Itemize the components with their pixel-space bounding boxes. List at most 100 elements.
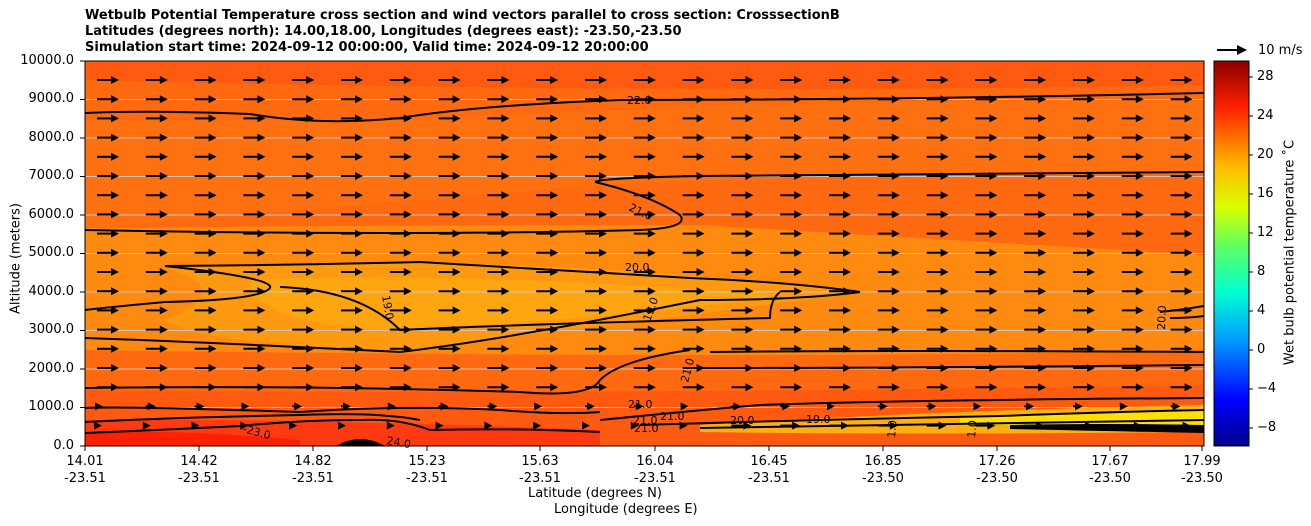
- wind-vector-arrow: [243, 191, 266, 200]
- wind-vector-arrow: [877, 76, 900, 84]
- wind-vector-arrow: [731, 344, 754, 353]
- wind-vector-arrow: [975, 114, 998, 123]
- wind-vector-arrow: [926, 229, 949, 238]
- wind-vector-arrow: [877, 210, 900, 219]
- wind-vector-arrow: [682, 229, 705, 238]
- wind-vector-arrow: [243, 248, 266, 257]
- wind-vector-arrow: [682, 76, 705, 84]
- wind-vector-arrow: [926, 268, 949, 276]
- wind-vector-arrow: [1170, 364, 1193, 372]
- wind-vector-arrow: [536, 191, 559, 200]
- colorbar-tick-label: 24: [1257, 108, 1274, 123]
- wind-vector-arrow: [243, 325, 266, 334]
- wind-vector-arrow: [194, 306, 217, 315]
- wind-vector-arrow: [438, 114, 461, 123]
- wind-vector-arrow: [243, 172, 266, 180]
- wind-vector-arrow: [682, 344, 705, 353]
- wind-vector-arrow: [877, 344, 900, 353]
- wind-vector-arrow: [780, 152, 803, 161]
- wind-vector-arrow: [1121, 172, 1144, 180]
- wind-vector-arrow: [780, 383, 803, 392]
- wind-vector-arrow: [536, 114, 559, 123]
- wind-vector-arrow: [633, 383, 656, 392]
- wind-vector-arrow: [1170, 76, 1193, 84]
- contour-label: 20.0: [730, 414, 755, 427]
- wind-vector-arrow: [682, 172, 705, 180]
- colorbar-tick-label: 16: [1257, 186, 1274, 201]
- wind-vector-arrow: [682, 95, 705, 104]
- wind-vector-arrow: [97, 133, 119, 142]
- wind-vector-arrow: [240, 421, 249, 430]
- wind-vector-arrow: [877, 172, 900, 180]
- contour-label: 24.0: [385, 434, 411, 451]
- wind-vector-arrow: [487, 268, 510, 276]
- wind-vector-arrow: [682, 306, 705, 315]
- wind-vector-arrow: [97, 152, 119, 161]
- x-tick-label: 16.85 -23.50: [862, 454, 904, 486]
- wind-vector-arrow: [438, 287, 461, 296]
- wind-vector-arrow: [389, 133, 412, 142]
- y-tick-label: 3000.0: [28, 322, 75, 337]
- wind-vector-arrow: [829, 191, 851, 200]
- wind-vector-arrow: [97, 172, 119, 180]
- wind-vector-arrow: [487, 248, 510, 257]
- wind-vector-arrow: [926, 306, 949, 315]
- wind-vector-arrow: [633, 268, 656, 276]
- wind-vector-arrow: [1121, 210, 1144, 219]
- wind-vector-arrow: [829, 95, 851, 104]
- wind-vector-arrow: [487, 402, 498, 411]
- wind-vector-arrow: [536, 287, 559, 296]
- wind-vector-arrow: [1024, 268, 1047, 276]
- wind-vectors: [94, 76, 1193, 430]
- wind-vector-arrow: [292, 364, 315, 372]
- wind-vector-arrow: [145, 344, 168, 353]
- colorbar-tick-label: 20: [1257, 147, 1274, 162]
- wind-vector-arrow: [1121, 95, 1144, 104]
- wind-vector-arrow: [536, 95, 559, 104]
- wind-vector-arrow: [341, 191, 363, 200]
- wind-vector-arrow: [292, 172, 315, 180]
- wind-vector-arrow: [682, 268, 705, 276]
- wind-vector-arrow: [438, 76, 461, 84]
- wind-vector-arrow: [780, 95, 803, 104]
- wind-vector-arrow: [975, 248, 998, 257]
- wind-vector-arrow: [438, 364, 461, 372]
- wind-vector-arrow: [438, 325, 461, 334]
- wind-vector-arrow: [1073, 210, 1095, 219]
- wind-vector-arrow: [682, 114, 705, 123]
- wind-vector-arrow: [487, 76, 510, 84]
- wind-vector-arrow: [1024, 76, 1047, 84]
- x-tick-label: 14.82 -23.51: [292, 454, 334, 486]
- wind-vector-arrow: [780, 402, 791, 411]
- wind-vector-arrow: [145, 114, 168, 123]
- wind-vector-arrow: [1121, 76, 1144, 84]
- wind-vector-arrow: [975, 95, 998, 104]
- wind-vector-arrow: [97, 325, 119, 334]
- wind-vector-arrow: [877, 306, 900, 315]
- wind-vector-arrow: [536, 248, 559, 257]
- wind-vector-arrow: [633, 76, 656, 84]
- wind-vector-arrow: [1170, 306, 1193, 315]
- wind-vector-arrow: [731, 76, 754, 84]
- wind-vector-arrow: [438, 133, 461, 142]
- wind-vector-arrow: [194, 114, 217, 123]
- wind-vector-arrow: [1024, 287, 1047, 296]
- wind-vector-arrow: [1073, 248, 1095, 257]
- wind-vector-arrow: [97, 268, 119, 276]
- wind-vector-arrow: [292, 402, 303, 411]
- wind-vector-arrow: [926, 344, 949, 353]
- wind-vector-arrow: [536, 229, 559, 238]
- x-tick-label: 17.26 -23.50: [976, 454, 1018, 486]
- wind-vector-arrow: [536, 383, 559, 392]
- wind-vector-arrow: [731, 152, 754, 161]
- wind-vector-arrow: [389, 152, 412, 161]
- wind-vector-arrow: [292, 287, 315, 296]
- wind-vector-arrow: [194, 268, 217, 276]
- wind-vector-arrow: [487, 114, 510, 123]
- wind-vector-arrow: [975, 172, 998, 180]
- wind-vector-arrow: [194, 133, 217, 142]
- wind-vector-arrow: [1170, 248, 1193, 257]
- wind-vector-arrow: [877, 248, 900, 257]
- wind-vector-arrow: [487, 152, 510, 161]
